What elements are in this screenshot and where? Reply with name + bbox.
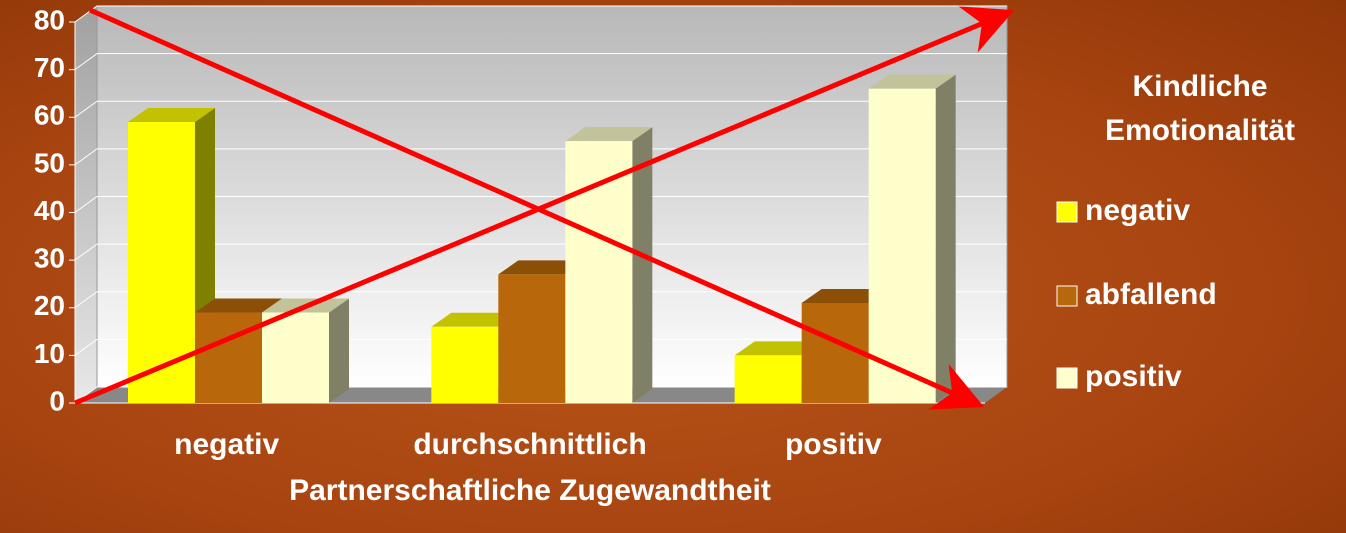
bar-side — [632, 127, 653, 403]
bar — [195, 312, 262, 403]
bar-side — [935, 74, 956, 404]
bar-top — [498, 260, 586, 275]
bar-top — [801, 288, 889, 303]
bar-top — [734, 341, 822, 356]
grid-line — [74, 100, 1007, 118]
x-tick-label: negativ — [174, 428, 279, 461]
legend-swatch — [1056, 285, 1078, 307]
plot-area: 0 10 20 30 40 50 60 70 80 negativ durchschnittlich… — [34, 4, 1008, 461]
y-tick-label: 50 — [34, 147, 65, 178]
bar — [128, 122, 195, 403]
x-tick-label: positiv — [785, 428, 882, 461]
grid-line — [74, 291, 1007, 309]
legend-title: Emotionalität — [1105, 114, 1295, 147]
bar — [565, 141, 633, 403]
grid-line — [74, 196, 1007, 213]
bar — [734, 355, 802, 403]
bar-top — [195, 298, 282, 313]
bar-top — [868, 74, 956, 89]
legend-swatch — [1056, 367, 1078, 389]
bar-top — [431, 312, 519, 327]
bar-side — [329, 298, 349, 403]
bar-top — [565, 127, 653, 142]
bar — [262, 312, 329, 403]
grid-line — [74, 243, 1007, 261]
y-tick-label: 0 — [49, 385, 65, 416]
bar — [431, 326, 499, 403]
bar — [498, 274, 566, 403]
y-tick-label: 80 — [34, 4, 65, 35]
y-tick-label: 40 — [34, 195, 65, 226]
y-tick-label: 30 — [34, 243, 65, 274]
x-axis-title: Partnerschaftliche Zugewandtheit — [289, 474, 771, 507]
bar — [868, 88, 936, 404]
legend-title: Kindliche — [1132, 70, 1267, 103]
x-tick-label: durchschnittlich — [413, 428, 646, 461]
grid-line — [74, 148, 1007, 166]
bar-top — [128, 108, 215, 123]
grid-line — [74, 338, 1007, 356]
y-tick-label: 60 — [34, 100, 65, 131]
legend-swatch — [1056, 201, 1078, 223]
legend-label: positiv — [1085, 360, 1182, 393]
legend: negativ abfallend positiv — [1056, 194, 1217, 393]
y-tick-label: 20 — [34, 290, 65, 321]
y-tick-label: 10 — [34, 338, 65, 369]
legend-label: negativ — [1085, 194, 1190, 227]
cross-arrow — [74, 6, 1015, 406]
grid-line — [74, 5, 1007, 23]
y-tick-label: 70 — [34, 52, 65, 83]
cross-arrow — [88, 7, 985, 410]
legend-label: abfallend — [1085, 278, 1217, 311]
grid-line — [74, 53, 1007, 71]
